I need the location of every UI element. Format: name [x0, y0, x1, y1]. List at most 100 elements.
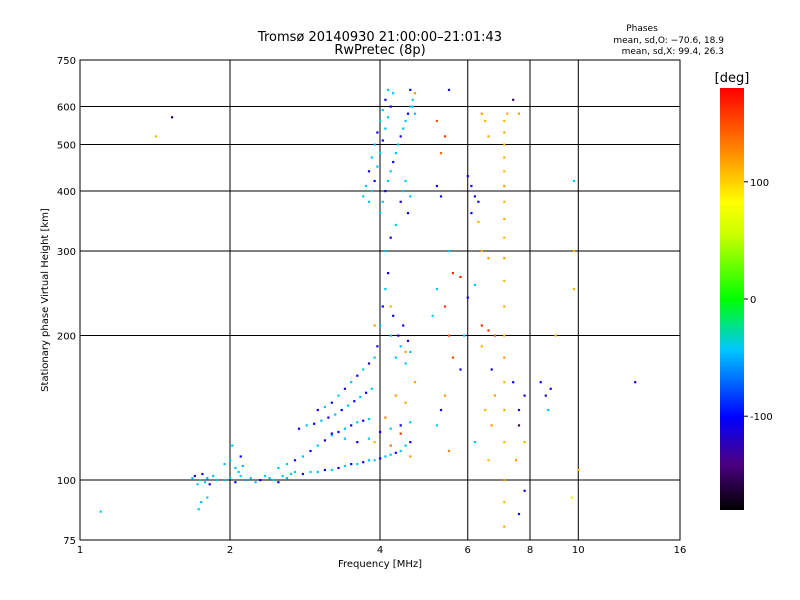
data-point: [411, 105, 414, 108]
y-axis-label: Stationary phase Virtual Height [km]: [40, 208, 51, 392]
data-point: [473, 441, 476, 444]
data-point: [309, 449, 312, 453]
data-point: [477, 200, 480, 203]
data-point: [503, 408, 506, 412]
data-point: [384, 190, 387, 193]
data-point: [200, 501, 203, 504]
data-point: [399, 449, 402, 453]
data-point: [330, 434, 333, 437]
data-point: [337, 430, 340, 434]
data-point: [439, 195, 443, 198]
data-point: [320, 419, 323, 422]
chart-title-line1: Tromsø 20140930 21:00:00–21:01:43: [257, 30, 502, 45]
data-point: [503, 501, 506, 504]
data-point: [367, 437, 371, 440]
colorbar-tick-label: 100: [750, 178, 769, 189]
data-point: [577, 468, 580, 472]
data-point: [392, 314, 395, 317]
data-point: [480, 345, 483, 348]
data-point: [379, 152, 382, 155]
data-point: [367, 362, 371, 365]
data-point: [337, 394, 340, 397]
data-point: [409, 195, 412, 198]
data-point: [411, 98, 414, 101]
data-point: [459, 275, 462, 279]
data-point: [435, 119, 438, 123]
data-point: [330, 432, 333, 435]
x-axis-label: Frequency [MHz]: [338, 559, 422, 570]
data-point: [473, 283, 476, 287]
data-point: [353, 400, 356, 403]
data-point: [523, 489, 526, 492]
x-tick-label: 6: [465, 545, 471, 556]
data-point: [389, 305, 392, 308]
data-point: [447, 250, 451, 253]
data-point: [473, 195, 476, 198]
data-point: [470, 184, 473, 188]
data-point: [198, 479, 202, 482]
data-point: [634, 381, 637, 384]
data-point: [387, 272, 390, 275]
data-point: [503, 170, 506, 173]
data-point: [381, 305, 384, 308]
data-point: [409, 455, 412, 458]
data-point: [484, 119, 487, 123]
data-point: [503, 236, 506, 239]
data-point: [431, 314, 434, 317]
data-point: [389, 444, 392, 447]
data-point: [277, 481, 280, 484]
data-point: [99, 510, 102, 513]
data-point: [316, 470, 319, 474]
data-point: [239, 455, 242, 458]
data-point: [523, 441, 526, 444]
data-point: [223, 479, 226, 482]
data-point: [293, 459, 297, 462]
data-point: [365, 391, 368, 394]
data-point: [239, 474, 242, 478]
data-point: [394, 394, 397, 397]
data-point: [572, 250, 576, 253]
data-point: [234, 466, 237, 470]
data-point: [402, 324, 405, 327]
x-tick-label: 2: [227, 545, 233, 556]
data-point: [301, 472, 304, 476]
data-point: [484, 408, 487, 412]
data-point: [397, 143, 400, 146]
data-point: [406, 212, 410, 215]
data-point: [196, 483, 199, 486]
data-point: [347, 404, 350, 407]
data-point: [503, 156, 506, 159]
data-point: [572, 288, 576, 291]
data-point: [399, 200, 402, 203]
data-point: [394, 356, 397, 359]
data-point: [231, 444, 234, 447]
data-point: [439, 152, 443, 155]
data-point: [293, 470, 297, 474]
data-point: [404, 179, 407, 183]
data-point: [404, 401, 407, 404]
data-point: [229, 477, 232, 480]
data-point: [439, 408, 443, 412]
data-point: [539, 381, 542, 384]
y-tick-label: 200: [57, 332, 76, 343]
data-point: [554, 334, 557, 337]
data-point: [517, 424, 521, 427]
data-point: [193, 474, 196, 478]
data-point: [323, 439, 326, 442]
data-point: [503, 479, 506, 482]
data-point: [323, 468, 326, 472]
data-point: [389, 453, 392, 456]
colorbar-label: [deg]: [715, 71, 750, 86]
data-point: [480, 250, 483, 253]
data-point: [547, 408, 550, 412]
data-point: [362, 419, 365, 422]
plot-frame: [79, 59, 681, 541]
data-point: [503, 334, 506, 337]
data-point: [413, 381, 417, 384]
data-point: [203, 481, 206, 484]
data-point: [443, 394, 447, 397]
x-tick-label: 10: [572, 545, 585, 556]
data-point: [480, 112, 483, 115]
stats-header: Phases: [626, 24, 658, 34]
data-point: [515, 459, 518, 462]
